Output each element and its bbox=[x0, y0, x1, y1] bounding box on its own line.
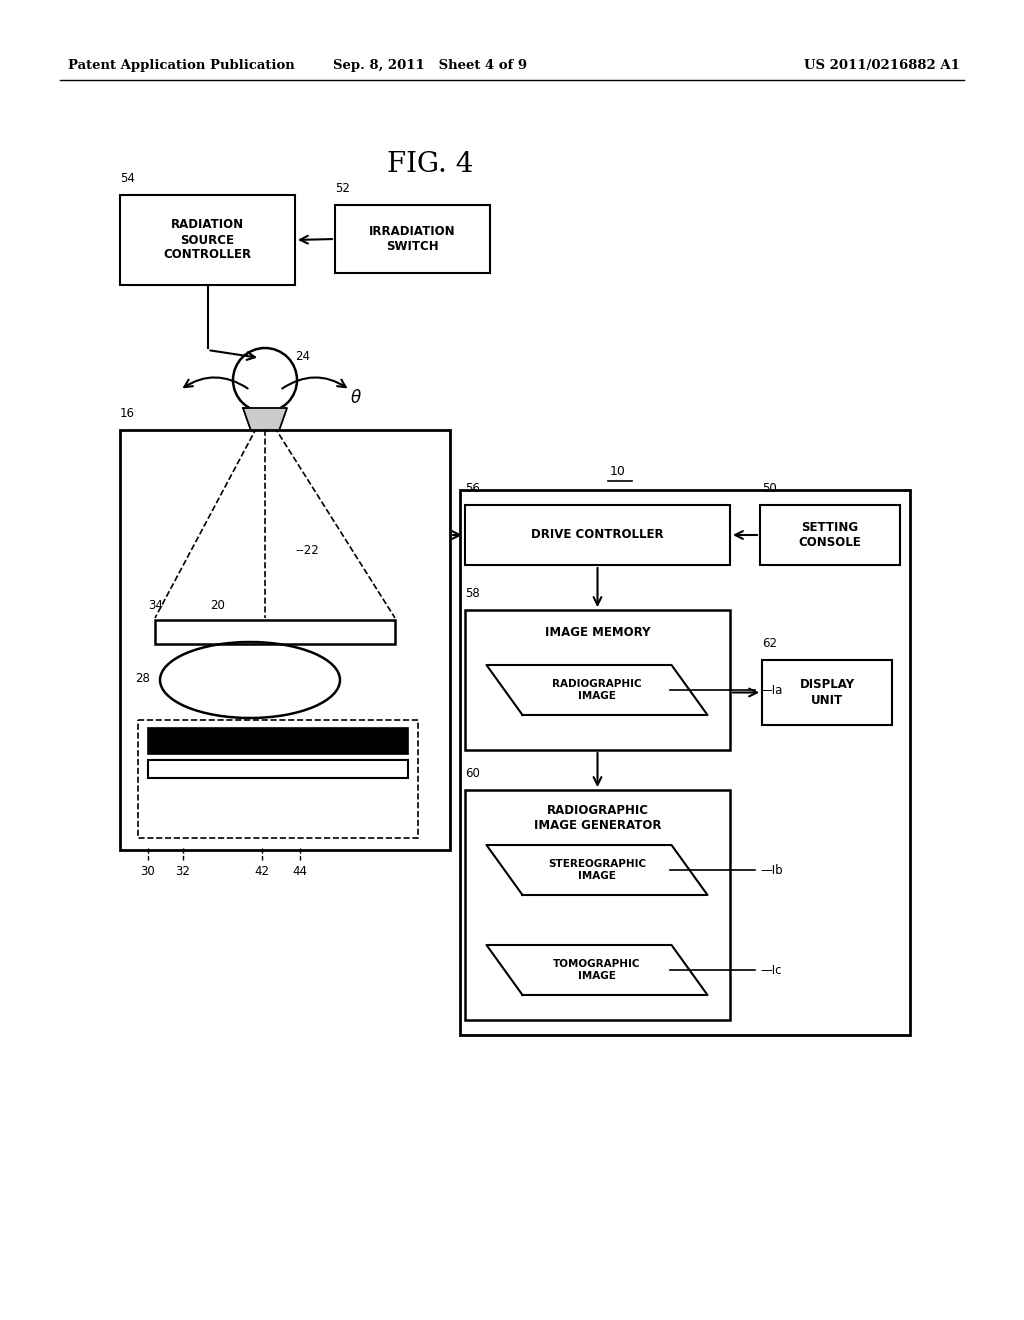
Bar bbox=[762, 660, 892, 725]
Bar bbox=[155, 620, 395, 644]
Text: 34: 34 bbox=[148, 599, 163, 612]
Text: 20: 20 bbox=[210, 599, 225, 612]
Bar bbox=[335, 205, 490, 273]
Text: STEREOGRAPHIC
IMAGE: STEREOGRAPHIC IMAGE bbox=[548, 859, 646, 880]
Text: DRIVE CONTROLLER: DRIVE CONTROLLER bbox=[531, 528, 664, 541]
Text: RADIATION
SOURCE
CONTROLLER: RADIATION SOURCE CONTROLLER bbox=[164, 219, 252, 261]
Text: --22: --22 bbox=[295, 544, 318, 557]
Text: —Ia: —Ia bbox=[760, 684, 782, 697]
Text: —Ic: —Ic bbox=[760, 964, 781, 977]
Text: 30: 30 bbox=[140, 865, 156, 878]
Text: 60: 60 bbox=[465, 767, 480, 780]
Text: FIG. 4: FIG. 4 bbox=[387, 152, 473, 178]
Text: 62: 62 bbox=[762, 638, 777, 649]
Text: 52: 52 bbox=[335, 182, 350, 195]
Text: 54: 54 bbox=[120, 172, 135, 185]
Text: 50: 50 bbox=[762, 482, 777, 495]
Polygon shape bbox=[243, 408, 287, 430]
Text: 56: 56 bbox=[465, 482, 480, 495]
Bar bbox=[138, 719, 418, 838]
Text: IRRADIATION
SWITCH: IRRADIATION SWITCH bbox=[370, 224, 456, 253]
Text: 24: 24 bbox=[295, 350, 310, 363]
Text: 16: 16 bbox=[120, 407, 135, 420]
Text: Sep. 8, 2011   Sheet 4 of 9: Sep. 8, 2011 Sheet 4 of 9 bbox=[333, 58, 527, 71]
Text: 42: 42 bbox=[255, 865, 269, 878]
Text: RADIOGRAPHIC
IMAGE GENERATOR: RADIOGRAPHIC IMAGE GENERATOR bbox=[534, 804, 662, 832]
Bar bbox=[148, 760, 408, 777]
Text: RADIOGRAPHIC
IMAGE: RADIOGRAPHIC IMAGE bbox=[552, 680, 642, 701]
Text: TOMOGRAPHIC
IMAGE: TOMOGRAPHIC IMAGE bbox=[553, 960, 641, 981]
Bar bbox=[120, 195, 295, 285]
Bar bbox=[465, 506, 730, 565]
Text: 28: 28 bbox=[135, 672, 150, 685]
Bar bbox=[460, 490, 910, 1035]
Bar bbox=[465, 610, 730, 750]
Text: —Ib: —Ib bbox=[760, 863, 782, 876]
Text: 44: 44 bbox=[293, 865, 307, 878]
Text: SETTING
CONSOLE: SETTING CONSOLE bbox=[799, 521, 861, 549]
Text: $\theta$: $\theta$ bbox=[350, 389, 361, 407]
Bar bbox=[120, 430, 450, 850]
Bar bbox=[465, 789, 730, 1020]
Text: US 2011/0216882 A1: US 2011/0216882 A1 bbox=[804, 58, 961, 71]
Text: DISPLAY
UNIT: DISPLAY UNIT bbox=[800, 678, 855, 706]
Text: 58: 58 bbox=[465, 587, 480, 601]
Bar bbox=[760, 506, 900, 565]
Text: IMAGE MEMORY: IMAGE MEMORY bbox=[545, 626, 650, 639]
Text: 32: 32 bbox=[175, 865, 190, 878]
Text: Patent Application Publication: Patent Application Publication bbox=[68, 58, 295, 71]
Bar bbox=[148, 729, 408, 754]
Text: 10: 10 bbox=[610, 465, 626, 478]
